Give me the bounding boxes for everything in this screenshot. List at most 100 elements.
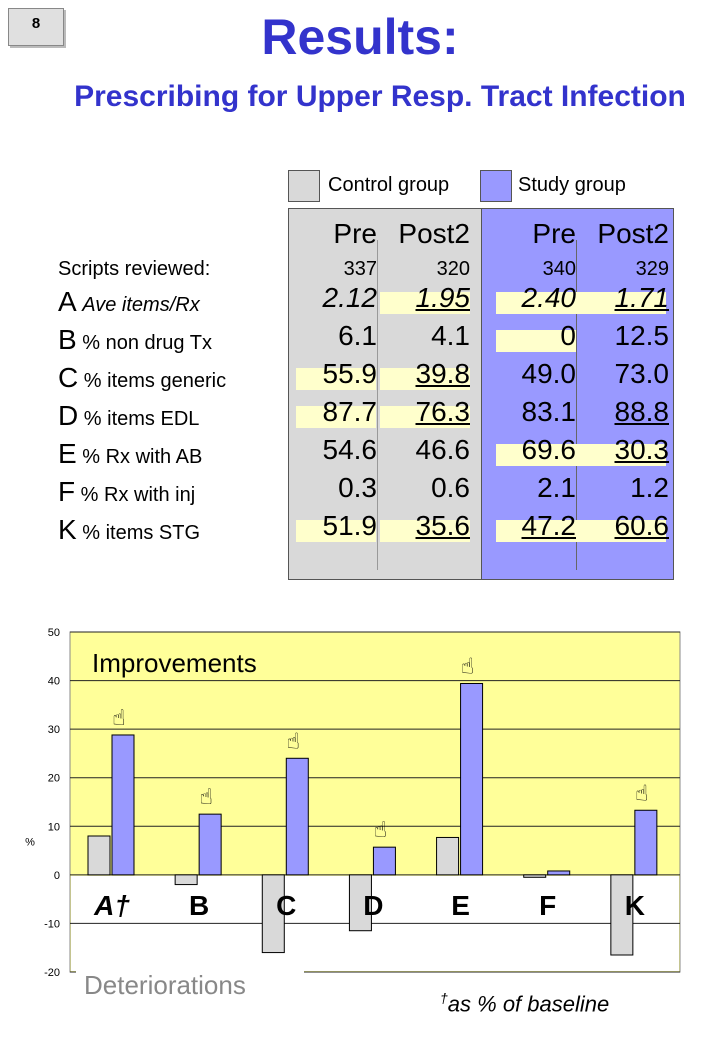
legend-swatch-control [288, 170, 320, 202]
cell-highlight [496, 520, 576, 542]
category-label: B [189, 890, 209, 921]
table-cell: 51.9 [322, 510, 378, 541]
row-label: D % items EDL [58, 400, 199, 432]
legend-swatch-study [480, 170, 512, 202]
row-letter: E [58, 438, 77, 469]
row-letter: A [58, 286, 77, 317]
table-cell: 55.9 [322, 358, 378, 389]
study-bar [111, 734, 135, 876]
improvement-bar-chart: 50 40 30 20 10 0 -10 -20% ☝ A† ☝ B ☝ C ☝ D ☝ E F ☝ K [25, 627, 681, 979]
study-bar [460, 682, 484, 876]
control-bar [174, 874, 198, 886]
row-label: F % Rx with inj [58, 476, 195, 508]
table-cell: 46.6 [415, 434, 471, 465]
table-cell: 1.95 [415, 282, 471, 313]
table-cell: 320 [436, 258, 470, 280]
category-label: A† [93, 890, 130, 921]
row-label-text: % items EDL [83, 408, 200, 430]
footnote: †as % of baseline [440, 990, 609, 1017]
row-label: Scripts reviewed: [58, 258, 210, 281]
control-panel [288, 208, 482, 580]
table-cell: 12.5 [614, 320, 670, 351]
row-label-text: % items generic [83, 370, 227, 392]
control-bar [261, 874, 285, 954]
table-cell: 30.3 [614, 434, 670, 465]
table-cell: 73.0 [614, 358, 670, 389]
pointing-hand-icon: ☝ [461, 654, 474, 679]
row-label: B % non drug Tx [58, 324, 212, 356]
footnote-dagger: † [440, 990, 448, 1006]
row-letter: F [58, 476, 76, 507]
y-tick-label: 20 [48, 773, 60, 785]
table-cell: 0.3 [338, 472, 377, 503]
study-panel [481, 208, 674, 580]
cell-highlight [576, 520, 666, 542]
column-header: Post2 [597, 218, 669, 249]
cell-highlight [380, 520, 470, 542]
table-cell: 6.1 [338, 320, 377, 351]
table-cell: 35.6 [415, 510, 471, 541]
legend-label-control: Control group [328, 174, 450, 196]
row-label-text: Scripts reviewed: [58, 258, 211, 280]
study-bar [198, 813, 222, 876]
y-axis-label: % [25, 837, 35, 849]
control-divider [377, 240, 378, 570]
cell-highlight [496, 330, 576, 352]
row-label-text: % non drug Tx [82, 332, 212, 354]
control-bar [610, 874, 634, 956]
y-tick-label: 40 [48, 676, 60, 688]
control-bar [348, 874, 372, 932]
y-tick-label: 30 [48, 724, 60, 736]
table-cell: 340 [542, 258, 576, 280]
category-label: F [539, 890, 556, 921]
y-tick-label: -20 [44, 967, 60, 979]
category-label: E [451, 890, 470, 921]
study-bar [372, 846, 396, 876]
category-label: K [625, 890, 645, 921]
table-cell: 87.7 [322, 396, 378, 427]
row-label: K % items STG [58, 514, 200, 546]
cell-highlight [296, 520, 376, 542]
row-letter: D [58, 400, 79, 431]
category-label: D [363, 890, 383, 921]
table-cell: 88.8 [614, 396, 670, 427]
cell-highlight [380, 368, 470, 390]
column-header: Pre [333, 218, 377, 249]
table-cell: 337 [343, 258, 377, 280]
table-cell: 0.6 [431, 472, 470, 503]
table-cell: 83.1 [521, 396, 577, 427]
footnote-text: as % of baseline [447, 991, 610, 1017]
study-bar [634, 809, 658, 876]
table-cell: 49.0 [521, 358, 577, 389]
control-bar [87, 835, 111, 876]
pointing-hand-icon: ☝ [635, 781, 648, 806]
cell-highlight [496, 444, 576, 466]
control-bar [523, 874, 547, 878]
row-label: C % items generic [58, 362, 226, 394]
table-cell: 329 [635, 258, 669, 280]
legend-label-study: Study group [518, 174, 626, 196]
table-cell: 1.2 [630, 472, 669, 503]
y-tick-label: 10 [48, 821, 60, 833]
row-letter: K [58, 514, 77, 545]
slide-title: Results: [261, 9, 459, 65]
row-label-text: Ave items/Rx [82, 294, 200, 316]
cell-highlight [576, 292, 666, 314]
cell-highlight [380, 292, 470, 314]
table-cell: 47.2 [521, 510, 577, 541]
cell-highlight [380, 406, 470, 428]
pointing-hand-icon: ☝ [112, 706, 125, 731]
table-cell: 0 [560, 320, 576, 351]
y-tick-label: 0 [54, 870, 60, 882]
pointing-hand-icon: ☝ [199, 785, 212, 810]
cell-highlight [296, 406, 376, 428]
y-tick-label: 50 [48, 627, 60, 639]
column-header: Post2 [398, 218, 470, 249]
deteriorations-label: Deteriorations [76, 966, 304, 1008]
table-cell: 1.71 [614, 282, 670, 313]
slide-number-badge: 8 [8, 8, 64, 46]
row-label-text: % Rx with inj [80, 484, 196, 506]
row-label-text: % Rx with AB [82, 446, 203, 468]
row-label-text: % items STG [82, 522, 201, 544]
table-cell: 4.1 [431, 320, 470, 351]
